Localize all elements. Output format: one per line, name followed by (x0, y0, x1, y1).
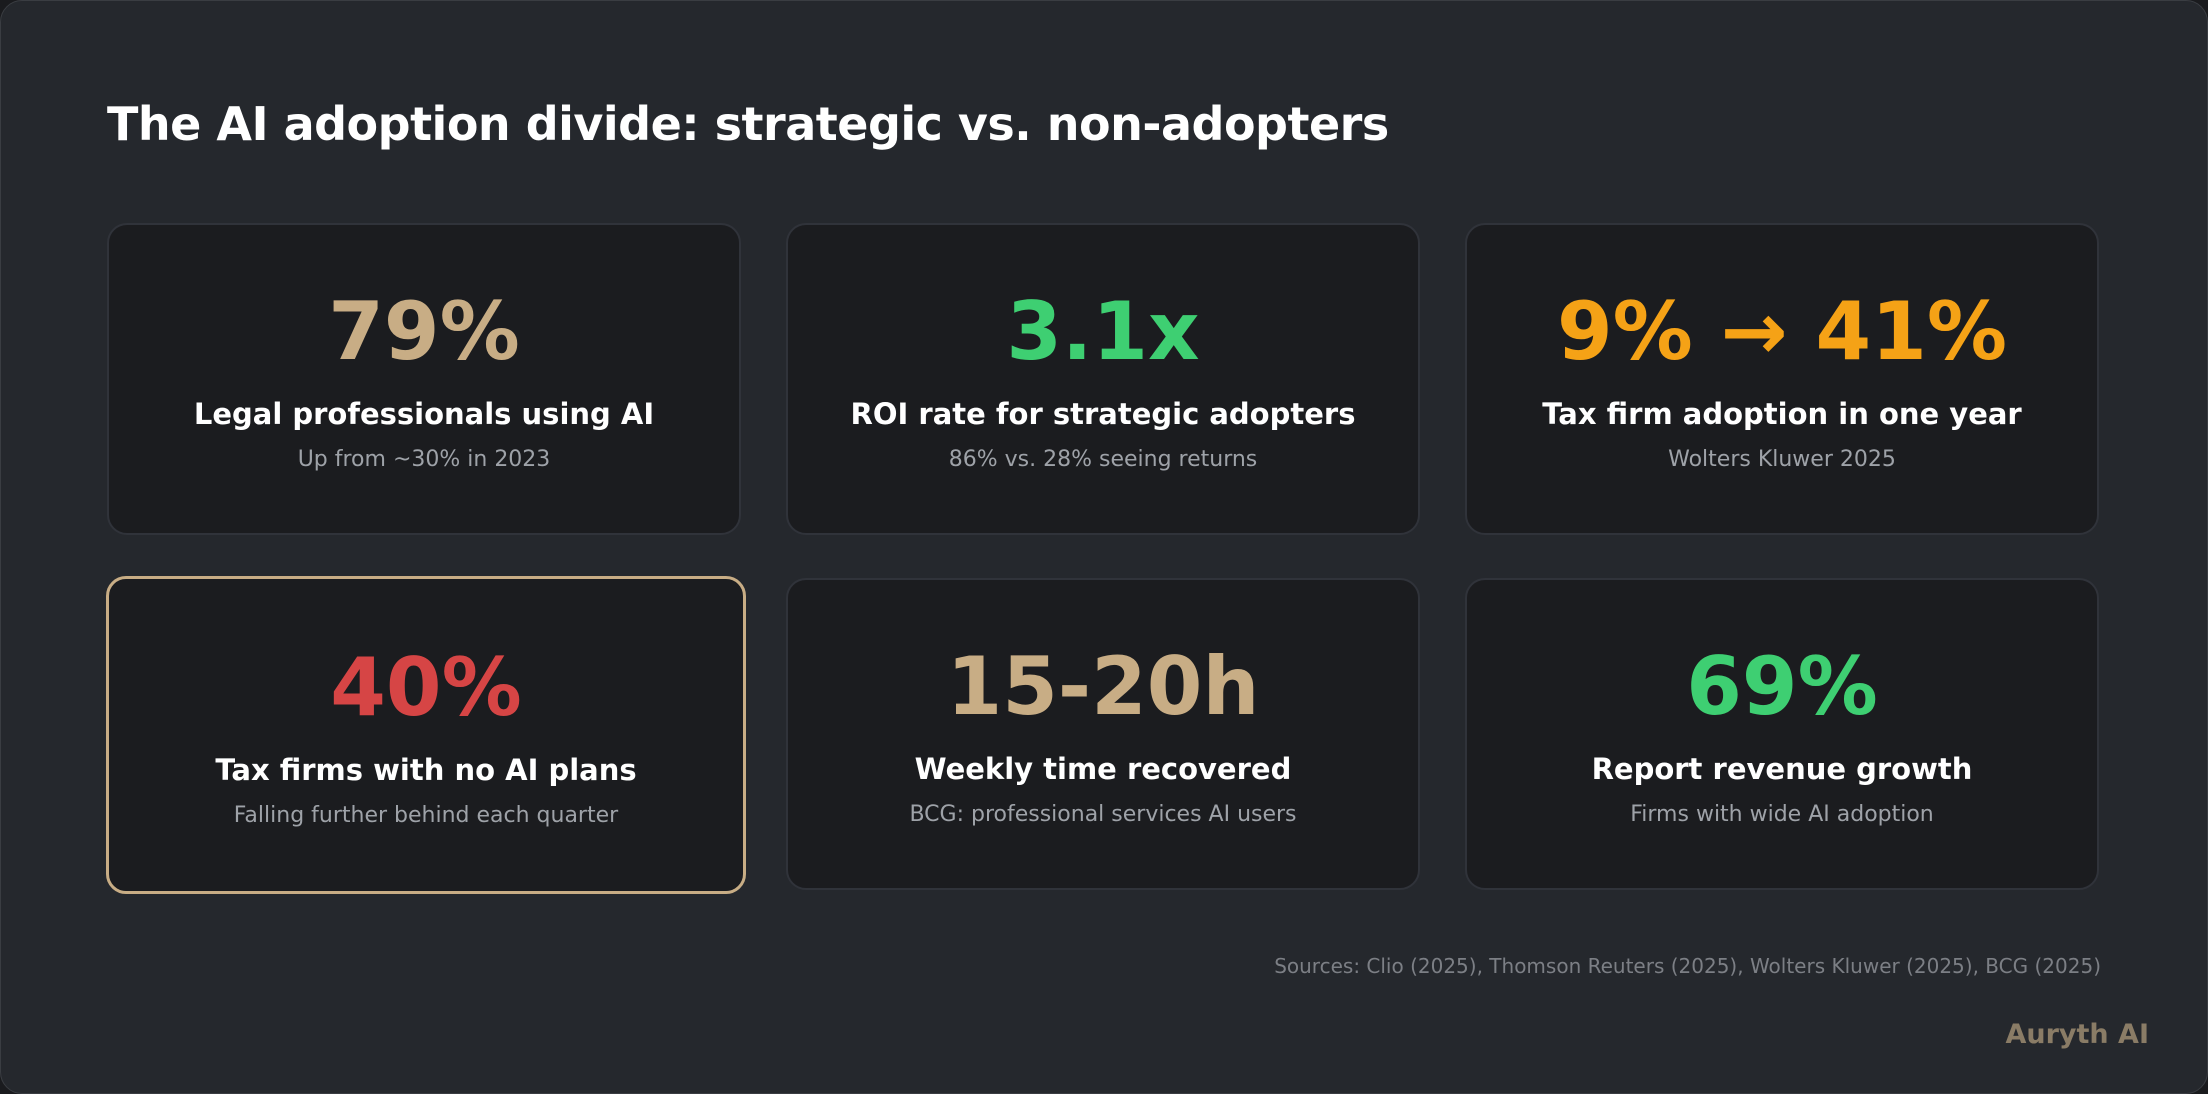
sources-note: Sources: Clio (2025), Thomson Reuters (2… (1274, 954, 2101, 978)
stat-subtext: Up from ~30% in 2023 (297, 447, 551, 472)
stat-card-tax-adoption: 9% → 41% Tax firm adoption in one year W… (1465, 223, 2099, 535)
brand-logo: Auryth AI (2005, 1019, 2149, 1050)
stat-card-time-recovered: 15-20h Weekly time recovered BCG: profes… (786, 578, 1420, 890)
stat-value: 69% (1686, 640, 1878, 733)
stat-card-revenue-growth: 69% Report revenue growth Firms with wid… (1465, 578, 2099, 890)
stat-label: Tax firm adoption in one year (1542, 397, 2022, 431)
stat-label: Weekly time recovered (914, 752, 1292, 786)
page-title: The AI adoption divide: strategic vs. no… (107, 97, 1389, 151)
stat-value: 15-20h (946, 640, 1260, 733)
stat-value: 9% → 41% (1556, 285, 2008, 378)
stat-label: Legal professionals using AI (193, 397, 655, 431)
stat-value: 3.1x (1006, 285, 1200, 378)
stat-value: 40% (330, 641, 522, 734)
stat-subtext: Firms with wide AI adoption (1630, 802, 1934, 827)
stat-card-no-ai-plans: 40% Tax firms with no AI plans Falling f… (106, 576, 746, 894)
stat-card-roi: 3.1x ROI rate for strategic adopters 86%… (786, 223, 1420, 535)
stat-card-legal-ai: 79% Legal professionals using AI Up from… (107, 223, 741, 535)
stat-subtext: BCG: professional services AI users (909, 802, 1297, 827)
stat-subtext: 86% vs. 28% seeing returns (948, 447, 1258, 472)
stat-label: Tax firms with no AI plans (215, 753, 637, 787)
stat-label: ROI rate for strategic adopters (850, 397, 1356, 431)
stat-label: Report revenue growth (1591, 752, 1973, 786)
stat-subtext: Falling further behind each quarter (233, 803, 619, 828)
stat-value: 79% (328, 285, 520, 378)
stat-subtext: Wolters Kluwer 2025 (1668, 447, 1896, 472)
